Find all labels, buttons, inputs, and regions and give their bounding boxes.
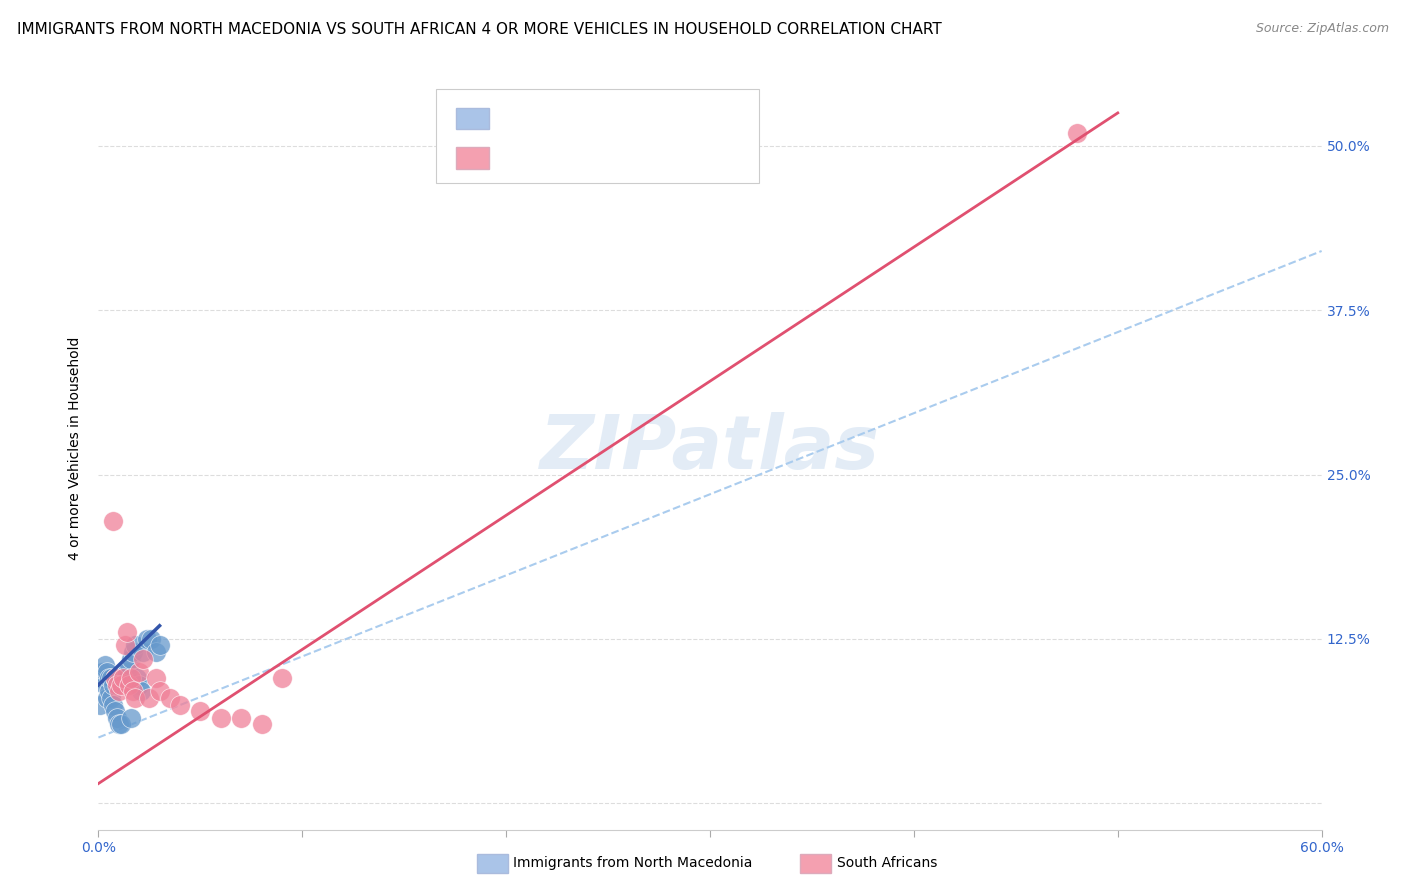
Point: [110, 678, 132, 692]
Point: [105, 671, 128, 685]
Point: [101, 514, 124, 528]
Point: [124, 639, 146, 653]
Point: [270, 671, 294, 685]
Point: [115, 665, 138, 679]
Text: 0.857: 0.857: [530, 151, 578, 165]
Point: [188, 704, 212, 718]
Point: [118, 678, 141, 692]
Point: [132, 645, 155, 659]
Text: R =: R =: [499, 151, 533, 165]
Point: [100, 691, 122, 706]
Point: [118, 658, 141, 673]
Text: N =: N =: [595, 112, 628, 126]
Text: ZIPatlas: ZIPatlas: [540, 412, 880, 484]
Point: [101, 678, 124, 692]
Point: [122, 645, 145, 659]
Text: 0.355: 0.355: [530, 112, 578, 126]
Text: Immigrants from North Macedonia: Immigrants from North Macedonia: [513, 856, 752, 871]
Point: [111, 671, 134, 685]
Point: [108, 717, 131, 731]
Text: 25: 25: [626, 151, 647, 165]
Point: [127, 671, 149, 685]
Point: [105, 711, 128, 725]
Point: [120, 671, 142, 685]
Point: [104, 671, 127, 685]
Point: [132, 651, 155, 665]
Point: [96, 665, 118, 679]
Point: [97, 671, 120, 685]
Point: [91, 671, 114, 685]
Point: [128, 678, 150, 692]
Point: [128, 665, 150, 679]
Point: [104, 671, 127, 685]
Point: [93, 658, 115, 673]
Point: [101, 698, 124, 712]
Point: [108, 671, 131, 685]
Point: [1066, 126, 1088, 140]
Text: IMMIGRANTS FROM NORTH MACEDONIA VS SOUTH AFRICAN 4 OR MORE VEHICLES IN HOUSEHOLD: IMMIGRANTS FROM NORTH MACEDONIA VS SOUTH…: [17, 22, 942, 37]
Point: [124, 691, 146, 706]
Point: [250, 717, 273, 731]
Point: [159, 691, 181, 706]
Point: [97, 684, 120, 698]
Point: [136, 632, 159, 646]
Text: 36: 36: [626, 112, 647, 126]
Point: [114, 639, 136, 653]
Point: [145, 645, 167, 659]
Point: [149, 639, 172, 653]
Text: South Africans: South Africans: [837, 856, 936, 871]
Point: [138, 691, 160, 706]
Point: [105, 678, 128, 692]
Point: [169, 698, 191, 712]
Point: [108, 684, 131, 698]
Y-axis label: 4 or more Vehicles in Household: 4 or more Vehicles in Household: [69, 336, 83, 560]
Point: [91, 665, 114, 679]
Point: [110, 717, 132, 731]
Point: [111, 671, 134, 685]
Point: [149, 684, 172, 698]
Point: [120, 651, 142, 665]
Point: [120, 711, 142, 725]
Text: Source: ZipAtlas.com: Source: ZipAtlas.com: [1256, 22, 1389, 36]
Point: [129, 684, 152, 698]
Point: [104, 704, 127, 718]
Point: [209, 711, 232, 725]
Point: [231, 711, 253, 725]
Text: N =: N =: [595, 151, 628, 165]
Point: [145, 671, 167, 685]
Point: [115, 625, 138, 640]
Point: [89, 698, 111, 712]
Point: [141, 632, 163, 646]
Point: [122, 684, 145, 698]
Point: [93, 678, 115, 692]
Point: [96, 691, 118, 706]
Point: [114, 671, 136, 685]
Point: [100, 671, 122, 685]
Text: R =: R =: [499, 112, 533, 126]
